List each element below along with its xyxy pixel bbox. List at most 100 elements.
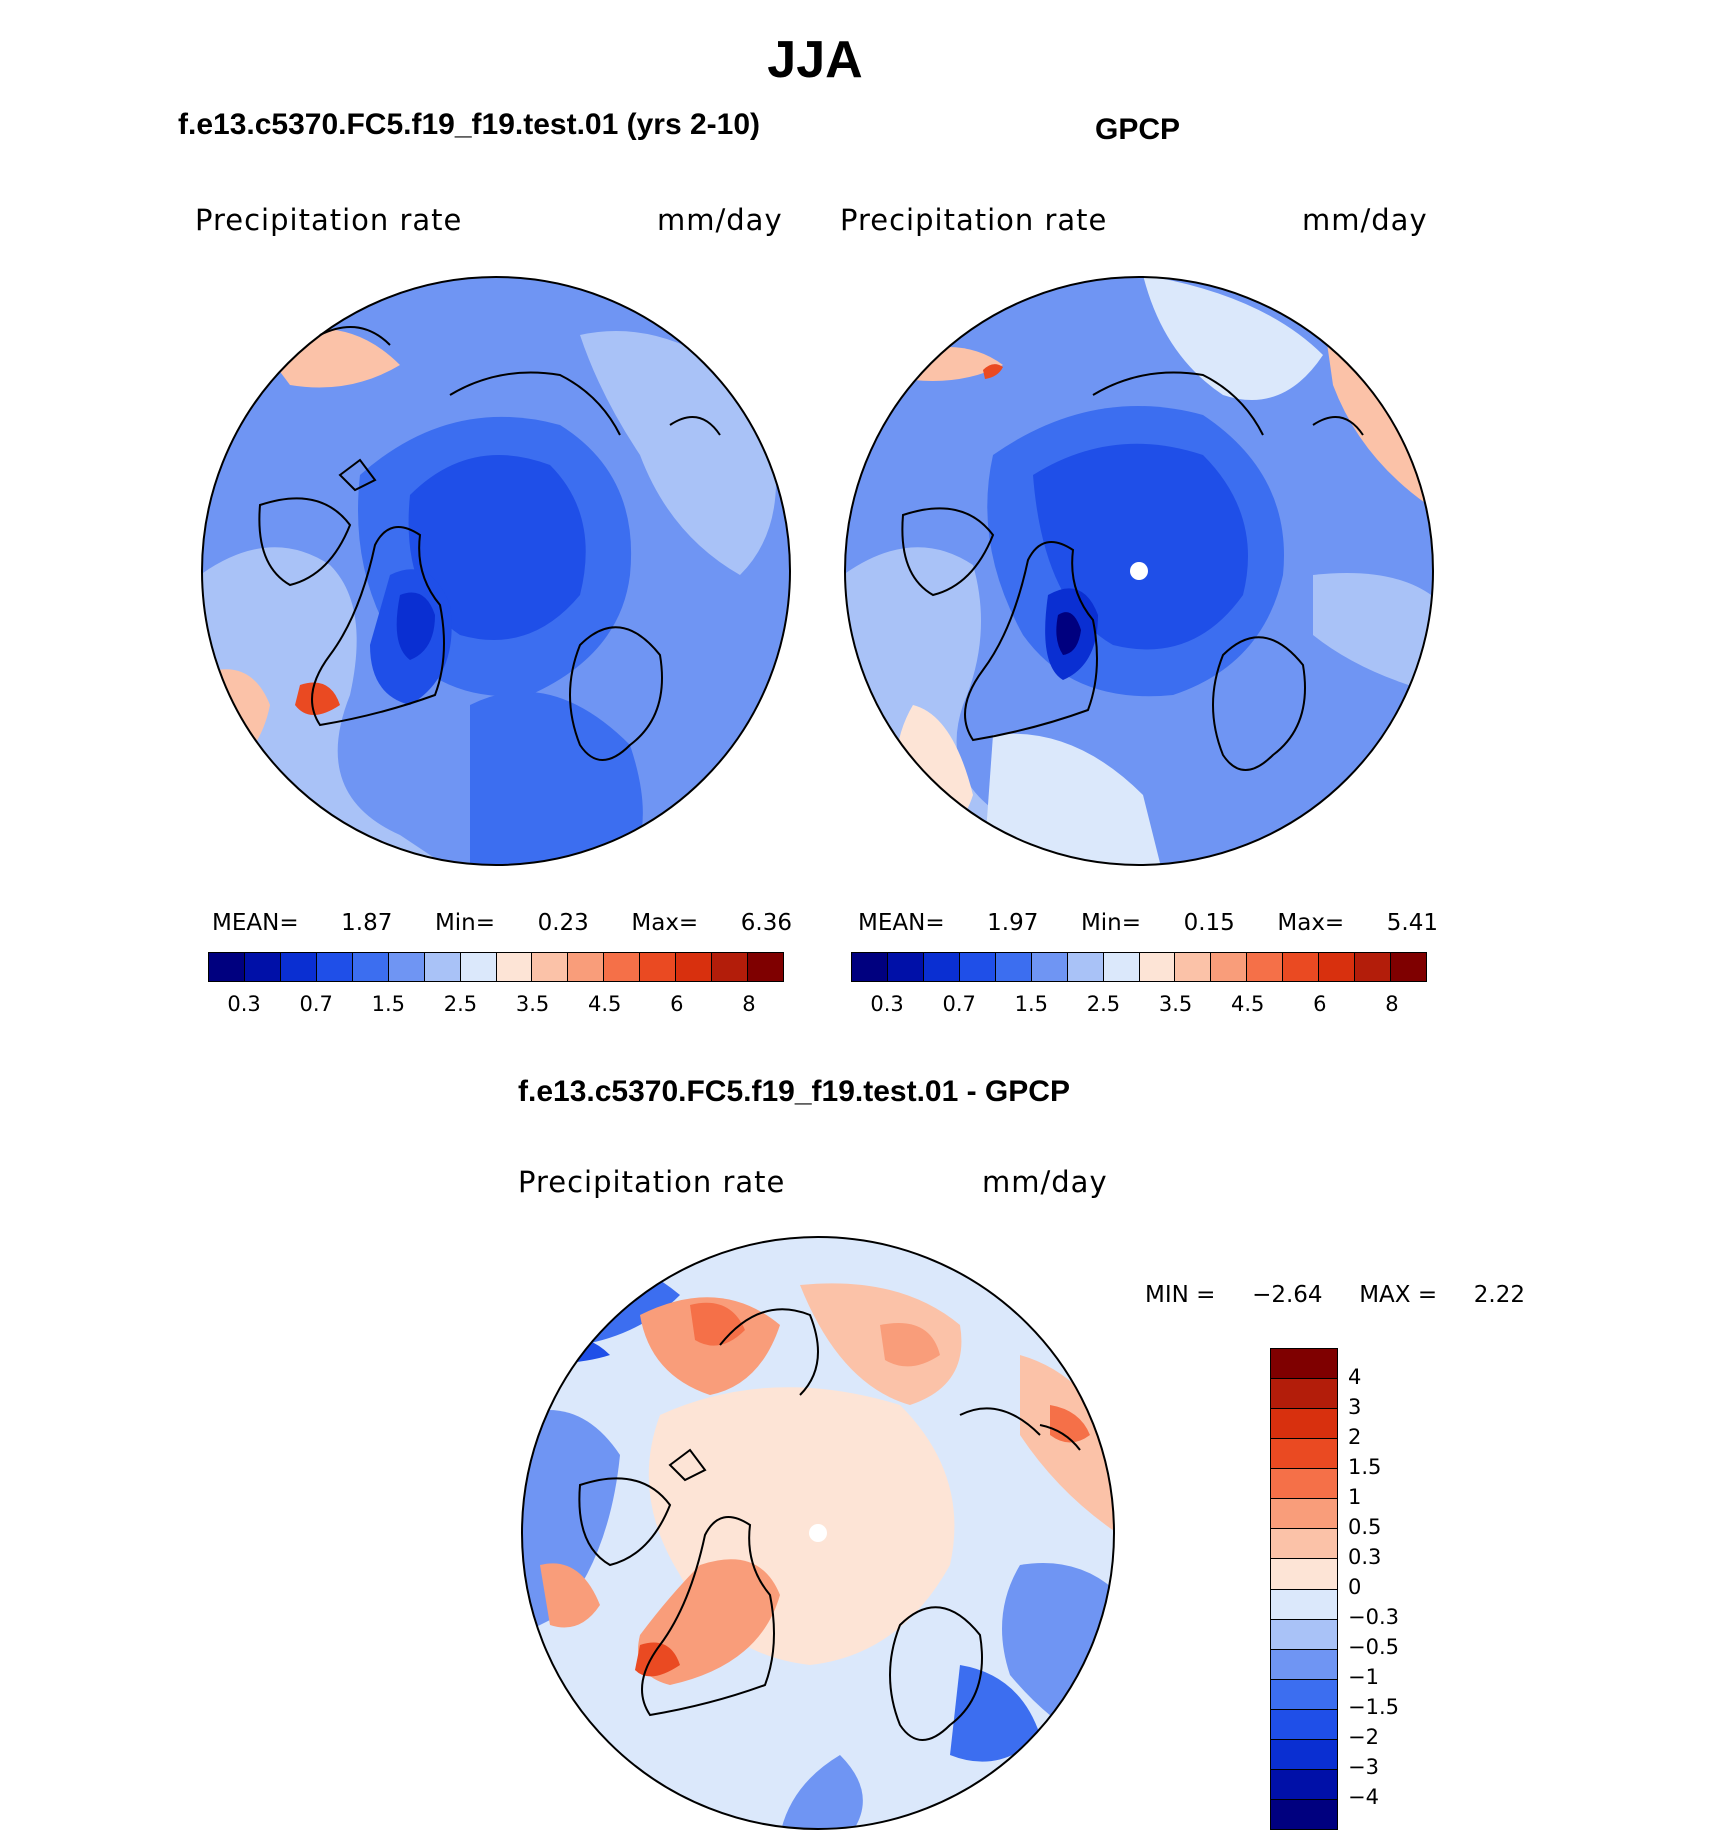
- model-colorbar-swatch: [676, 953, 713, 981]
- obs-panel-title: GPCP: [1095, 113, 1181, 146]
- obs-colorbar-tick-label: 8: [1385, 992, 1399, 1016]
- diff-colorbar-tick-label: 1: [1348, 1485, 1362, 1509]
- diff-panel-title: f.e13.c5370.FC5.f19_f19.test.01 - GPCP: [518, 1075, 1070, 1108]
- diff-colorbar-tick-label: −2: [1348, 1725, 1379, 1749]
- model-variable-label: Precipitation rate: [195, 203, 463, 237]
- diff-min-value: −2.64: [1252, 1282, 1323, 1308]
- obs-colorbar-swatch: [1247, 953, 1284, 981]
- model-max-value: 6.36: [740, 910, 792, 936]
- diff-colorbar-tick-label: 0.3: [1348, 1545, 1382, 1569]
- model-colorbar-swatch: [460, 953, 497, 981]
- model-colorbar: [208, 952, 784, 982]
- diff-colorbar-swatch: [1271, 1499, 1337, 1530]
- obs-colorbar-tick-label: 0.7: [942, 992, 976, 1016]
- diff-colorbar-tick-label: 0: [1348, 1575, 1362, 1599]
- model-colorbar-swatch: [640, 953, 677, 981]
- diff-max-label: MAX =: [1359, 1282, 1438, 1308]
- obs-min-value: 0.15: [1183, 910, 1235, 936]
- model-colorbar-tick-label: 0.3: [227, 992, 261, 1016]
- model-colorbar-swatch: [748, 953, 783, 981]
- diff-colorbar-tick-label: 0.5: [1348, 1515, 1382, 1539]
- obs-mean-value: 1.97: [987, 910, 1039, 936]
- model-colorbar-ticks: 0.3 0.7 1.5 2.5 3.5 4.5 6 8: [208, 992, 785, 1022]
- diff-colorbar-tick-label: 4: [1348, 1365, 1362, 1389]
- obs-colorbar-swatch: [1283, 953, 1320, 981]
- obs-colorbar-swatch: [1067, 953, 1104, 981]
- model-colorbar-swatch: [712, 953, 749, 981]
- obs-colorbar-swatch: [923, 953, 960, 981]
- obs-max-label: Max=: [1277, 910, 1345, 936]
- diff-colorbar-swatch: [1271, 1409, 1337, 1440]
- diff-colorbar-tick-label: −0.3: [1348, 1605, 1399, 1629]
- diff-min-label: MIN =: [1145, 1282, 1216, 1308]
- diff-colorbar-tick-label: −1: [1348, 1665, 1379, 1689]
- obs-colorbar-tick-label: 3.5: [1158, 992, 1193, 1016]
- obs-colorbar-tick-label: 4.5: [1230, 992, 1265, 1016]
- obs-colorbar-swatch: [1391, 953, 1426, 981]
- model-colorbar-tick-label: 4.5: [587, 992, 622, 1016]
- model-panel-title: f.e13.c5370.FC5.f19_f19.test.01 (yrs 2-1…: [178, 108, 761, 141]
- model-colorbar-swatch: [568, 953, 605, 981]
- model-colorbar-swatch: [209, 953, 245, 981]
- diff-colorbar-swatch: [1271, 1649, 1337, 1680]
- obs-stats: MEAN= 1.97 Min= 0.15 Max= 5.41: [858, 910, 1438, 936]
- obs-colorbar-swatch: [852, 953, 888, 981]
- model-colorbar-tick-label: 8: [742, 992, 756, 1016]
- obs-min-label: Min=: [1080, 910, 1142, 936]
- diff-colorbar-swatch: [1271, 1589, 1337, 1620]
- obs-colorbar-swatch: [959, 953, 996, 981]
- diff-colorbar-swatch: [1271, 1709, 1337, 1740]
- model-mean-value: 1.87: [341, 910, 393, 936]
- diff-colorbar-tick-label: −1.5: [1348, 1695, 1399, 1719]
- model-colorbar-swatch: [316, 953, 353, 981]
- model-colorbar-swatch: [352, 953, 389, 981]
- model-colorbar-swatch: [424, 953, 461, 981]
- diff-colorbar-tick-label: −4: [1348, 1785, 1379, 1809]
- model-min-label: Min=: [434, 910, 496, 936]
- model-colorbar-tick-label: 2.5: [443, 992, 478, 1016]
- diff-stats: MIN = −2.64 MAX = 2.22: [1145, 1282, 1525, 1308]
- obs-colorbar-swatch: [1031, 953, 1068, 981]
- diff-variable-label: Precipitation rate: [518, 1165, 786, 1199]
- obs-colorbar-tick-label: 6: [1313, 992, 1327, 1016]
- diff-colorbar: [1270, 1348, 1338, 1830]
- model-colorbar-swatch: [244, 953, 281, 981]
- obs-polar-map: [844, 276, 1434, 866]
- diff-colorbar-swatch: [1271, 1529, 1337, 1560]
- model-colorbar-swatch: [532, 953, 569, 981]
- model-colorbar-tick-label: 0.7: [299, 992, 333, 1016]
- model-min-value: 0.23: [537, 910, 589, 936]
- diff-colorbar-tick-label: 2: [1348, 1425, 1362, 1449]
- obs-colorbar-swatch: [995, 953, 1032, 981]
- model-colorbar-tick-label: 1.5: [371, 992, 406, 1016]
- model-polar-map: [201, 276, 791, 866]
- obs-colorbar-swatch: [1175, 953, 1212, 981]
- obs-colorbar-swatch: [1139, 953, 1176, 981]
- obs-colorbar-tick-label: 0.3: [870, 992, 904, 1016]
- model-colorbar-swatch: [604, 953, 641, 981]
- model-colorbar-swatch: [280, 953, 317, 981]
- model-colorbar-swatch: [496, 953, 533, 981]
- figure-title: JJA: [767, 31, 863, 89]
- obs-colorbar-tick-label: 1.5: [1014, 992, 1049, 1016]
- model-unit-label: mm/day: [657, 203, 783, 237]
- model-colorbar-tick-label: 6: [670, 992, 684, 1016]
- obs-colorbar-tick-label: 2.5: [1086, 992, 1121, 1016]
- obs-colorbar-swatch: [887, 953, 924, 981]
- diff-colorbar-tick-label: 3: [1348, 1395, 1362, 1419]
- diff-colorbar-swatch: [1271, 1349, 1337, 1380]
- diff-colorbar-swatch: [1271, 1739, 1337, 1770]
- diff-colorbar-swatch: [1271, 1769, 1337, 1800]
- diff-colorbar-swatch: [1271, 1799, 1337, 1829]
- model-mean-label: MEAN=: [212, 910, 299, 936]
- model-stats: MEAN= 1.87 Min= 0.23 Max= 6.36: [212, 910, 792, 936]
- diff-colorbar-swatch: [1271, 1469, 1337, 1500]
- obs-colorbar-swatch: [1211, 953, 1248, 981]
- obs-colorbar-swatch: [1319, 953, 1356, 981]
- model-colorbar-tick-label: 3.5: [515, 992, 550, 1016]
- obs-colorbar-swatch: [1355, 953, 1392, 981]
- obs-colorbar-ticks: 0.3 0.7 1.5 2.5 3.5 4.5 6 8: [851, 992, 1428, 1022]
- diff-unit-label: mm/day: [982, 1165, 1108, 1199]
- diff-polar-map: [521, 1236, 1115, 1830]
- obs-max-value: 5.41: [1386, 910, 1438, 936]
